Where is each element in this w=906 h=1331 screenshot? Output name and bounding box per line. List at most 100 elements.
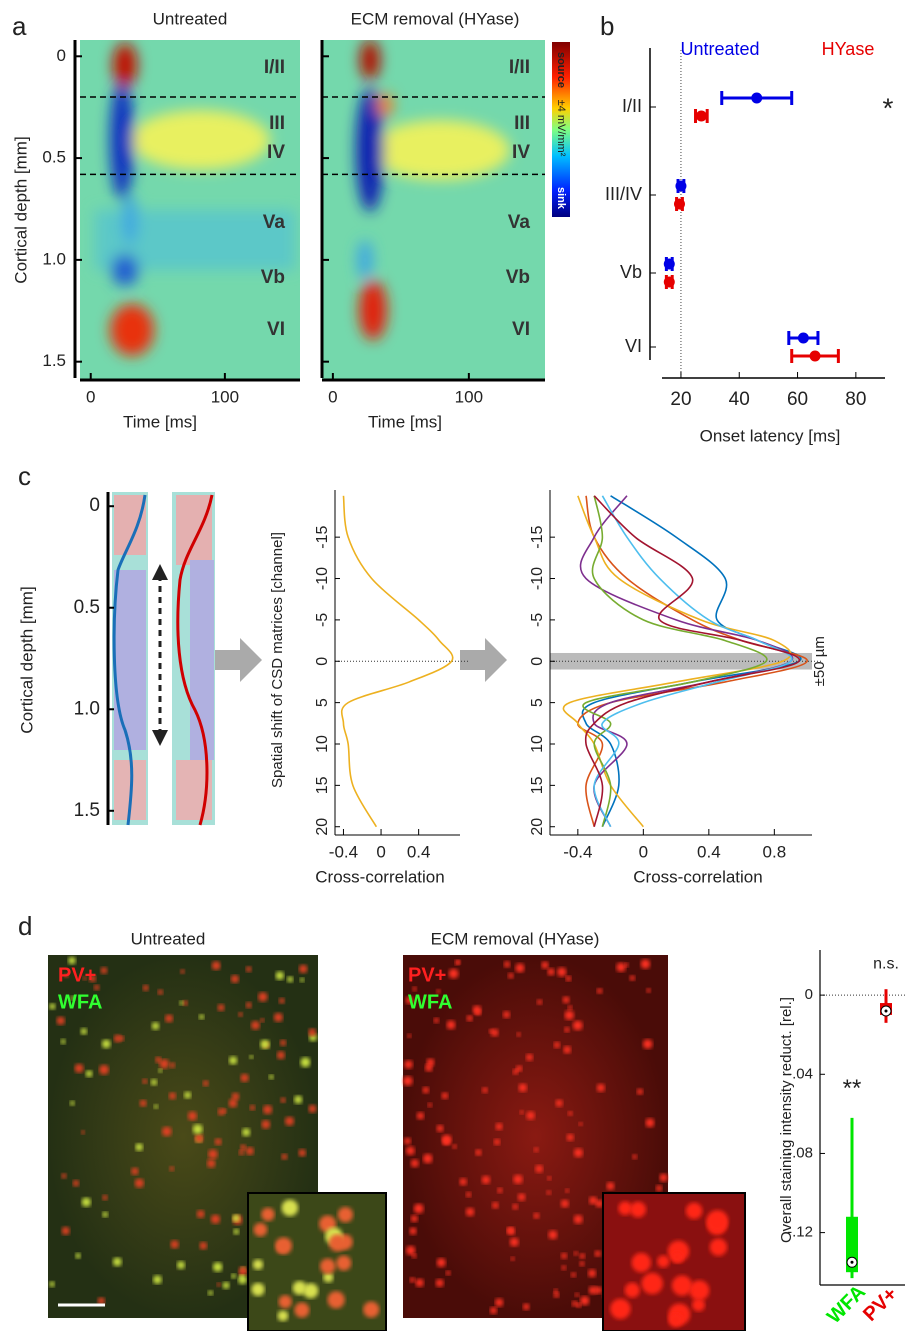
cell	[426, 1058, 435, 1067]
cell	[570, 1272, 577, 1278]
axis-label: Cross-correlation	[633, 867, 762, 886]
cell	[563, 1045, 572, 1054]
y-tick-label: 0	[57, 46, 66, 65]
cell	[573, 1251, 579, 1256]
cell	[240, 1073, 249, 1083]
mean-dot	[663, 276, 675, 288]
cell	[709, 1238, 728, 1256]
category-label: VI	[625, 336, 642, 356]
cell	[281, 1199, 299, 1217]
cell	[207, 1290, 214, 1296]
cell	[415, 1278, 424, 1288]
cell	[182, 1000, 188, 1006]
x-tick-label: 0	[639, 842, 648, 861]
cell	[610, 1298, 631, 1320]
cell	[99, 1064, 109, 1075]
x-tick-label: 100	[211, 387, 239, 406]
mean-dot	[797, 332, 809, 344]
cell	[407, 1033, 412, 1039]
cell	[465, 1191, 472, 1198]
y-tick-label: -.12	[787, 1224, 813, 1241]
cell	[249, 1054, 254, 1059]
cell	[402, 1076, 413, 1086]
cell	[294, 1302, 310, 1318]
y-tick-label: 0	[529, 657, 546, 666]
cell	[606, 1182, 615, 1191]
cell	[159, 1058, 170, 1069]
mean-dot	[663, 258, 675, 270]
cell	[231, 1092, 240, 1101]
cell	[169, 1166, 175, 1172]
y-tick-label: 1.0	[74, 698, 100, 719]
y-tick-label: 0.5	[42, 148, 66, 167]
cell	[153, 1275, 162, 1285]
cell	[553, 1041, 561, 1049]
cell	[404, 1060, 413, 1069]
y-tick-label: 0	[805, 986, 813, 1003]
cell	[567, 1110, 573, 1116]
cell	[515, 1065, 523, 1072]
cell	[560, 1199, 569, 1208]
cell	[448, 968, 459, 979]
cell	[481, 1175, 491, 1185]
cell	[49, 1003, 56, 1010]
cell	[151, 1022, 160, 1030]
cell	[153, 1104, 159, 1109]
x-tick-label: 100	[455, 387, 483, 406]
cell	[596, 988, 603, 994]
cell	[279, 1039, 287, 1046]
cell	[594, 1250, 601, 1257]
cell	[659, 1173, 668, 1182]
cell	[465, 1207, 475, 1217]
cell	[502, 1011, 510, 1019]
cell	[238, 1012, 243, 1017]
cell	[323, 1272, 334, 1283]
cell	[509, 1237, 519, 1247]
cell	[422, 1086, 430, 1094]
panel-label: b	[600, 11, 614, 41]
cell	[441, 1092, 449, 1100]
mean-dot	[675, 180, 687, 192]
x-tick-label: 0.4	[407, 842, 431, 861]
correlation-line	[577, 495, 808, 827]
legend-entry: HYase	[822, 39, 875, 59]
cell	[81, 1130, 86, 1135]
cell	[588, 1269, 597, 1278]
cell	[446, 1020, 456, 1030]
image-title: ECM removal (HYase)	[431, 929, 600, 948]
stain-label: PV+	[408, 964, 446, 986]
cell	[409, 1227, 417, 1235]
cell	[169, 1062, 176, 1068]
arrow	[215, 638, 262, 682]
cell	[308, 1104, 317, 1113]
cell	[217, 1004, 225, 1012]
y-tick-label: -.04	[787, 1065, 813, 1082]
cell	[170, 1240, 179, 1249]
csd-strip	[112, 492, 215, 826]
cell	[202, 1080, 209, 1087]
cell	[89, 975, 96, 983]
y-tick-label: 1.5	[42, 351, 66, 370]
cell	[657, 1255, 670, 1268]
y-tick-label: -15	[314, 525, 331, 548]
cell	[165, 1014, 174, 1023]
cell	[497, 1187, 503, 1194]
cell	[533, 1147, 539, 1153]
cell	[466, 1015, 473, 1022]
cell	[573, 1148, 584, 1158]
layer-label: VI	[512, 319, 530, 340]
y-tick-label: 0	[314, 657, 331, 666]
category-label: WFA	[823, 1281, 870, 1328]
cell	[70, 995, 76, 1001]
cell	[102, 1211, 108, 1218]
y-tick-label: -15	[529, 525, 546, 548]
category-label: Vb	[620, 262, 642, 282]
median-dot	[884, 1009, 888, 1013]
layer-label: VI	[267, 319, 285, 340]
cell	[553, 1291, 560, 1298]
cell	[578, 1121, 583, 1126]
layer-label: I/II	[509, 57, 530, 78]
cell	[624, 962, 629, 968]
y-tick-label: 5	[314, 698, 331, 707]
cell	[561, 1265, 567, 1271]
